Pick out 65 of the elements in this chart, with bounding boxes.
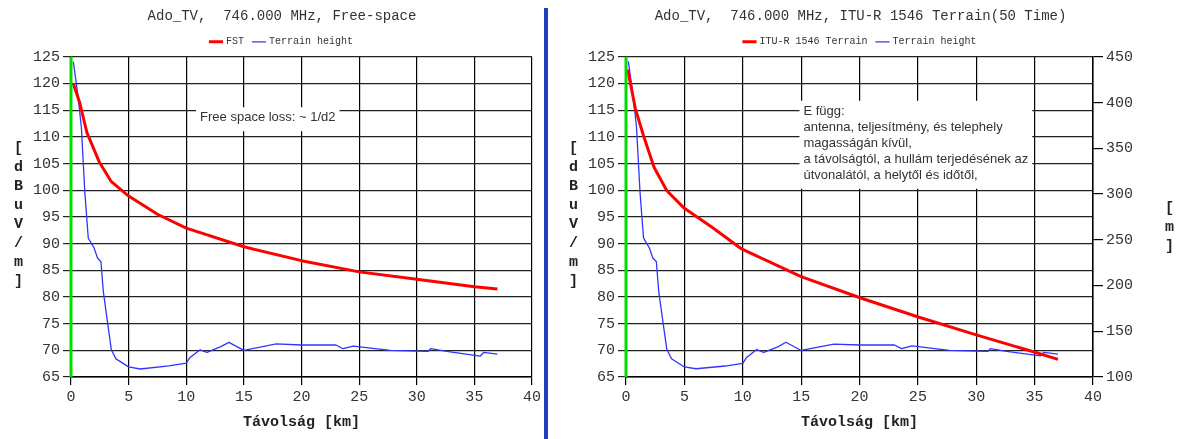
y-tick-label: 120 [32, 75, 60, 93]
x-tick-label: 0 [621, 388, 631, 406]
y-tick-label: 65 [41, 368, 60, 386]
x-tick-label: 30 [967, 388, 986, 406]
y-tick-label: 70 [596, 342, 615, 360]
x-tick-label: 35 [465, 388, 484, 406]
legend-label: ITU-R 1546 Terrain [759, 36, 868, 48]
y2-tick-label: 100 [1106, 368, 1134, 386]
y2-tick-label: 300 [1106, 186, 1134, 203]
x-tick-label: 35 [1025, 388, 1044, 406]
y-tick-label: 95 [596, 208, 615, 226]
y-axis-title: [dBuV/m] [565, 140, 582, 292]
x-axis-title: Távolság [km] [800, 413, 919, 431]
x-tick-label: 40 [522, 388, 542, 406]
y-tick-label: 125 [587, 48, 615, 66]
annotation: E függ: antenna, teljesítmény, és telephely magasságán kívül, a távolságtól, a hullám terjedésének az útvonalától, a helytől és időtől, [803, 102, 1029, 182]
y-tick-label: 115 [32, 102, 60, 120]
x-tick-label: 20 [292, 388, 311, 406]
annotation: Free space loss: ~ 1/d2 [200, 109, 336, 125]
x-tick-label: 25 [908, 388, 927, 406]
x-tick-label: 15 [234, 388, 253, 406]
y-tick-label: 85 [41, 262, 60, 280]
y2-tick-label: 250 [1106, 231, 1134, 249]
x-tick-label: 10 [733, 388, 752, 406]
chart-title: Ado_TV, 746.000 MHz, Free-space [147, 8, 417, 25]
legend-label: FST [225, 36, 245, 48]
y2-tick-label: 400 [1106, 94, 1134, 112]
y-tick-label: 105 [587, 155, 615, 173]
y-tick-label: 90 [596, 235, 615, 253]
chart-title: Ado_TV, 746.000 MHz, ITU-R 1546 Terrain(50 Time) [654, 8, 1067, 25]
x-tick-label: 10 [177, 388, 196, 406]
y-tick-label: 65 [596, 368, 615, 386]
legend-label: Terrain height [892, 36, 977, 48]
legend-label: Terrain height [268, 36, 354, 48]
y-tick-label: 80 [596, 288, 615, 306]
y2-tick-label: 200 [1106, 277, 1134, 295]
y2-tick-label: 450 [1106, 48, 1134, 66]
y-axis-title: [dBuV/m] [10, 140, 27, 292]
x-tick-label: 20 [850, 388, 869, 406]
x-tick-label: 5 [679, 388, 689, 406]
y2-axis-title: [m] [1161, 200, 1178, 257]
x-tick-label: 5 [124, 388, 134, 406]
x-axis-title: Távolság [km] [242, 413, 361, 431]
x-tick-label: 25 [350, 388, 369, 406]
y-tick-label: 100 [32, 182, 60, 200]
x-tick-label: 40 [1083, 388, 1102, 406]
x-tick-label: 15 [792, 388, 811, 406]
y-tick-label: 100 [587, 182, 615, 200]
y-tick-label: 70 [41, 342, 60, 360]
y2-tick-label: 350 [1106, 140, 1134, 158]
y-tick-label: 110 [587, 128, 615, 146]
x-tick-label: 0 [66, 388, 76, 406]
x-tick-label: 30 [407, 388, 426, 406]
y-tick-label: 110 [32, 128, 60, 146]
y-tick-label: 115 [587, 102, 615, 120]
y-tick-label: 80 [41, 288, 60, 306]
y-tick-label: 75 [41, 315, 60, 333]
y-tick-label: 75 [596, 315, 615, 333]
y2-tick-label: 150 [1106, 323, 1134, 341]
y-tick-label: 95 [41, 208, 60, 226]
y-tick-label: 120 [587, 75, 615, 93]
y-tick-label: 85 [596, 262, 615, 280]
y-tick-label: 90 [41, 235, 60, 253]
y-tick-label: 105 [32, 155, 60, 173]
y-tick-label: 125 [32, 48, 60, 66]
